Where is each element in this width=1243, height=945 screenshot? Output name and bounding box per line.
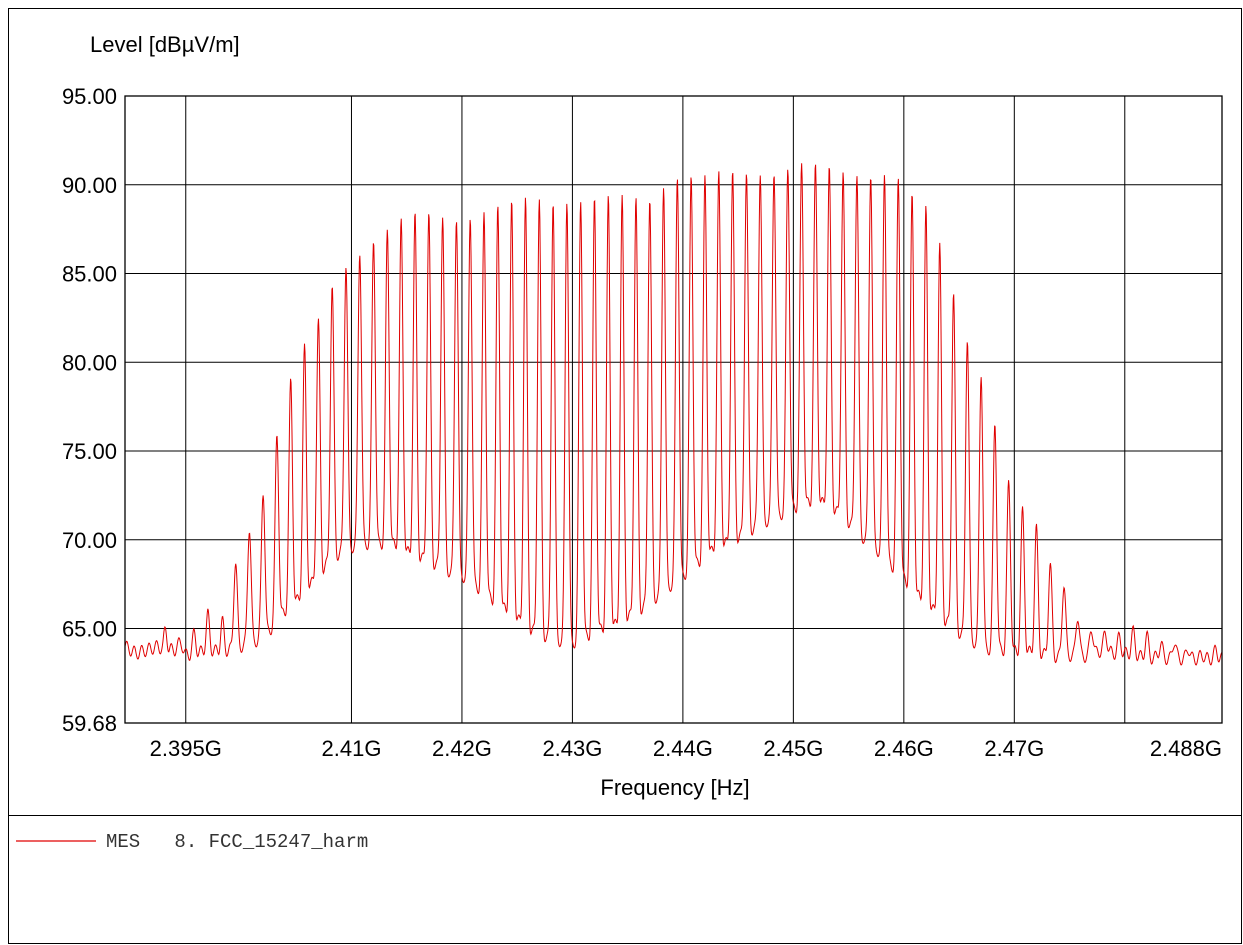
x-tick-labels: 2.395G 2.41G 2.42G 2.43G 2.44G 2.45G 2.46G 2.47… bbox=[150, 736, 1222, 761]
x-tick-label: 2.43G bbox=[542, 736, 602, 761]
y-tick-label: 85.00 bbox=[62, 262, 117, 287]
x-axis-title: Frequency [Hz] bbox=[600, 775, 749, 800]
y-tick-label: 65.00 bbox=[62, 617, 117, 642]
y-tick-label: 75.00 bbox=[62, 439, 117, 464]
y-tick-label: 59.68 bbox=[62, 711, 117, 736]
legend-label: MES 8. FCC_15247_harm bbox=[106, 831, 368, 853]
series-line bbox=[124, 163, 1223, 666]
x-tick-label: 2.41G bbox=[322, 736, 382, 761]
x-tick-label: 2.45G bbox=[763, 736, 823, 761]
plot-border bbox=[124, 95, 1223, 724]
plot-area bbox=[124, 163, 1223, 666]
x-tick-label: 2.488G bbox=[1150, 736, 1222, 761]
x-tick-label: 2.46G bbox=[874, 736, 934, 761]
y-axis-title: Level [dBµV/m] bbox=[90, 32, 240, 57]
legend: MES 8. FCC_15247_harm bbox=[16, 831, 368, 853]
y-tick-label: 70.00 bbox=[62, 528, 117, 553]
y-tick-label: 80.00 bbox=[62, 350, 117, 375]
y-tick-label: 90.00 bbox=[62, 173, 117, 198]
y-tick-label: 95.00 bbox=[62, 84, 117, 109]
legend-divider bbox=[8, 815, 1242, 816]
y-tick-labels: 95.00 90.00 85.00 80.00 75.00 70.00 65.00 59.68 bbox=[62, 84, 117, 736]
x-tick-label: 2.395G bbox=[150, 736, 222, 761]
x-tick-label: 2.42G bbox=[432, 736, 492, 761]
x-tick-label: 2.47G bbox=[984, 736, 1044, 761]
x-tick-label: 2.44G bbox=[653, 736, 713, 761]
